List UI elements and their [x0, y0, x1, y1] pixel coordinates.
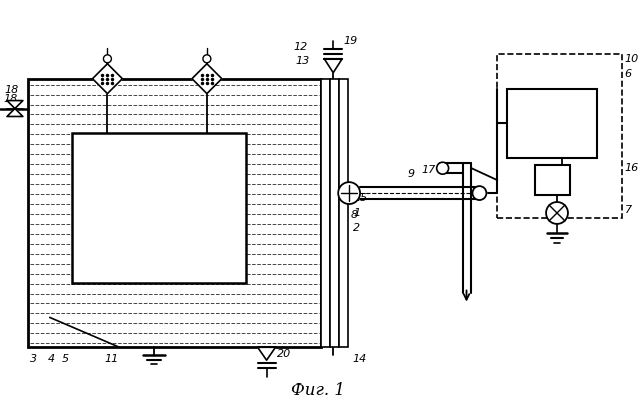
Text: 3: 3 — [30, 354, 37, 364]
Text: 8: 8 — [351, 210, 358, 220]
Text: 11: 11 — [104, 354, 118, 364]
Text: 19: 19 — [343, 36, 357, 46]
Circle shape — [203, 55, 211, 63]
Polygon shape — [192, 64, 222, 94]
Polygon shape — [7, 101, 23, 109]
Bar — [72, 133, 246, 282]
Text: 4: 4 — [48, 354, 55, 364]
Text: 9: 9 — [408, 169, 415, 179]
Circle shape — [338, 182, 360, 204]
Text: 7: 7 — [625, 205, 632, 215]
Text: 14: 14 — [352, 354, 366, 364]
Polygon shape — [93, 64, 122, 94]
Text: 5: 5 — [61, 354, 68, 364]
Text: 2: 2 — [353, 223, 360, 233]
Circle shape — [546, 202, 568, 224]
Polygon shape — [258, 347, 276, 360]
Circle shape — [472, 186, 486, 200]
Bar — [535, 165, 570, 195]
Bar — [321, 79, 330, 347]
Bar — [508, 89, 597, 158]
Text: 10: 10 — [625, 54, 639, 64]
Polygon shape — [324, 59, 342, 73]
Text: 12: 12 — [293, 42, 308, 52]
Polygon shape — [7, 109, 23, 116]
Text: 13: 13 — [296, 56, 310, 66]
Circle shape — [104, 55, 111, 63]
Circle shape — [436, 162, 449, 174]
Text: 18: 18 — [5, 85, 19, 95]
Text: 6: 6 — [625, 69, 632, 79]
Text: 20: 20 — [276, 349, 291, 359]
Bar — [330, 79, 339, 347]
Bar — [497, 54, 621, 218]
Bar — [28, 79, 321, 347]
Bar — [339, 79, 348, 347]
Text: 18: 18 — [3, 94, 17, 104]
Text: 17: 17 — [422, 165, 436, 175]
Text: Фиг. 1: Фиг. 1 — [291, 382, 346, 399]
Text: 16: 16 — [625, 163, 639, 173]
Text: 15: 15 — [353, 193, 367, 203]
Text: 1: 1 — [353, 208, 360, 218]
